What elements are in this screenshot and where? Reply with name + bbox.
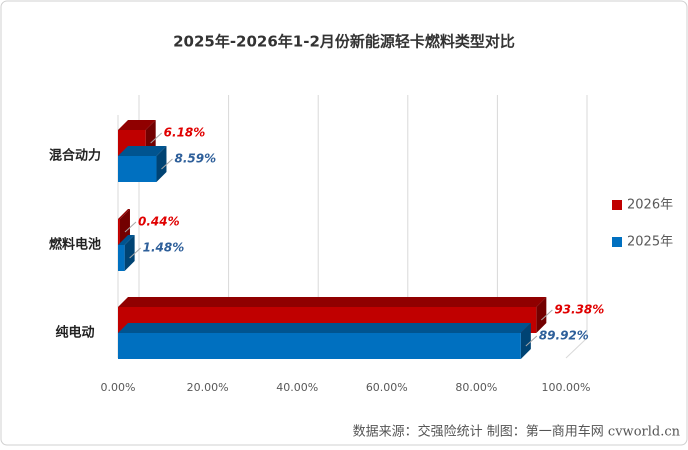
legend-swatch: [612, 200, 622, 210]
bar-top: [118, 209, 130, 219]
bar-side: [124, 235, 135, 271]
x-tick-label: 100.00%: [542, 381, 591, 394]
x-tick-label: 20.00%: [187, 381, 229, 394]
bar-front: [118, 156, 157, 182]
bar-top: [118, 146, 167, 156]
legend-swatch: [612, 237, 622, 247]
value-label: 8.59%: [174, 152, 216, 166]
bar: [118, 323, 531, 359]
chart-title: 2025年-2026年1-2月份新能源轻卡燃料类型对比: [173, 33, 515, 51]
bar-top: [118, 297, 547, 307]
bar-top: [118, 120, 156, 130]
x-tick-label: 0.00%: [101, 381, 136, 394]
bar: [118, 235, 135, 271]
value-label: 6.18%: [164, 126, 206, 140]
leader-line: [150, 132, 163, 144]
x-tick-label: 80.00%: [455, 381, 497, 394]
leader-line: [525, 335, 538, 347]
leader-line: [124, 221, 137, 233]
bar-side: [156, 146, 167, 182]
source-note: 数据来源：交强险统计 制图：第一商用车网 cvworld.cn: [353, 424, 681, 440]
legend-label: 2026年: [627, 198, 673, 213]
bar-top: [118, 235, 135, 245]
value-label: 89.92%: [539, 329, 589, 343]
bar-top: [118, 323, 531, 333]
y-tick-label: 纯电动: [55, 325, 94, 341]
y-tick-label: 混合动力: [49, 148, 101, 164]
x-tick-label: 40.00%: [276, 381, 318, 394]
value-label: 1.48%: [143, 241, 185, 255]
y-tick-label: 燃料电池: [49, 237, 101, 253]
grid-line: [565, 95, 588, 359]
bar: [118, 146, 167, 182]
bar-side: [520, 323, 531, 359]
bar-front: [118, 245, 125, 271]
bar-front: [118, 333, 521, 359]
x-tick-label: 60.00%: [366, 381, 408, 394]
leader-line: [161, 158, 173, 170]
value-label: 93.38%: [554, 303, 604, 317]
leader-line: [541, 309, 553, 321]
bar-side: [536, 297, 547, 333]
legend-label: 2025年: [627, 235, 673, 250]
value-label: 0.44%: [138, 215, 180, 229]
bar-front: [118, 219, 120, 245]
leader-line: [129, 247, 141, 259]
